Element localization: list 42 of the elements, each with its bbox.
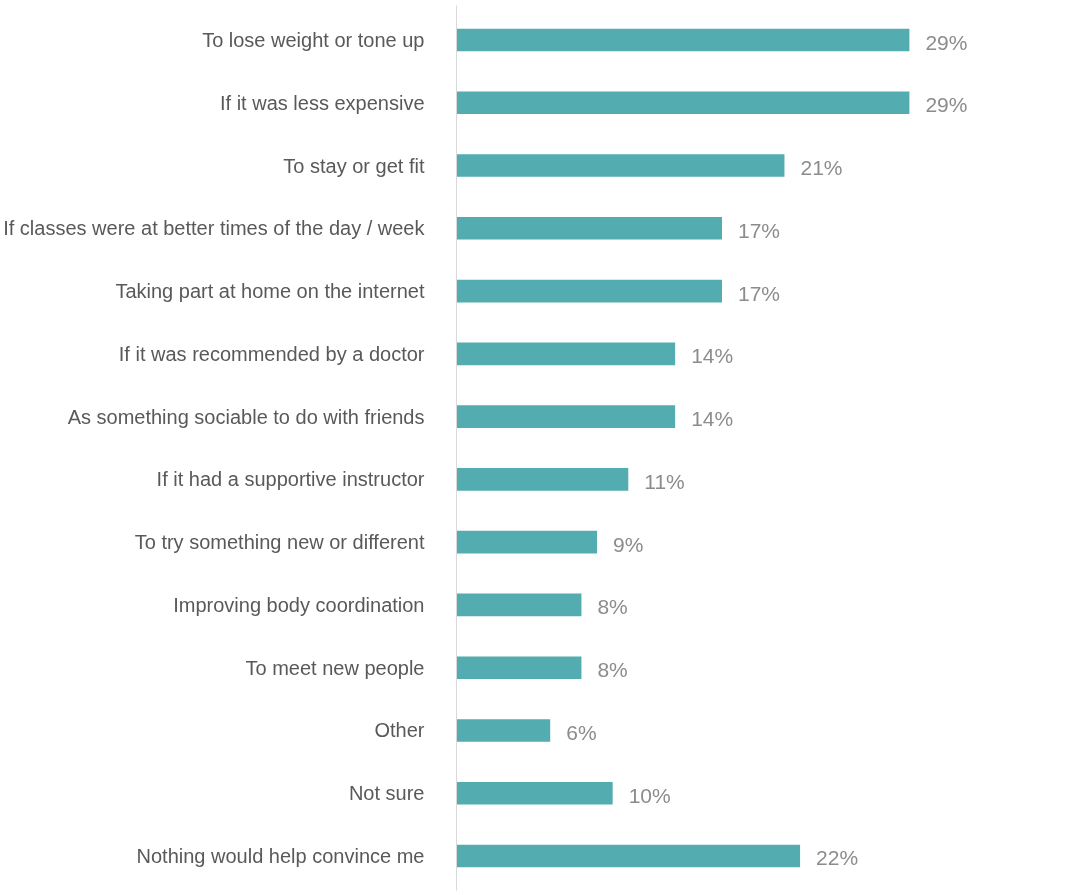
data-label: 8% <box>597 595 628 619</box>
y-tick-label: To meet new people <box>245 656 425 679</box>
data-label: 22% <box>816 846 859 870</box>
bar <box>456 279 722 303</box>
data-label: 29% <box>925 30 968 54</box>
bar <box>456 342 676 366</box>
y-tick-label: Not sure <box>348 782 425 805</box>
y-tick-label: As something sociable to do with friends <box>67 405 425 428</box>
data-label: 17% <box>737 281 781 305</box>
bar <box>456 593 582 617</box>
y-tick-label: To stay or get fit <box>283 154 425 177</box>
y-tick-label: Nothing would help convince me <box>136 844 425 867</box>
bar <box>456 217 722 240</box>
data-label: 8% <box>597 658 628 682</box>
data-label: 11% <box>644 469 685 493</box>
bar <box>456 91 910 115</box>
y-tick-label: If it was recommended by a doctor <box>118 342 425 365</box>
data-label: 21% <box>800 156 843 180</box>
bar <box>456 844 801 868</box>
bar <box>456 656 582 679</box>
y-tick-label: To try something new or different <box>134 531 425 554</box>
data-label: 9% <box>613 532 644 556</box>
bar <box>456 154 785 177</box>
bar <box>456 530 598 554</box>
bar <box>456 781 613 805</box>
y-tick-label: If it was less expensive <box>219 91 425 114</box>
y-tick-label: If it had a supportive instructor <box>156 468 425 491</box>
bar <box>456 28 910 52</box>
y-tick-label: To lose weight or tone up <box>202 29 425 52</box>
data-label: 14% <box>691 407 734 431</box>
y-tick-label: Other <box>374 719 425 742</box>
y-tick-label: If classes were at better times of the day / week <box>3 217 426 240</box>
data-label: 14% <box>691 344 734 368</box>
data-label: 6% <box>566 720 597 744</box>
bar <box>456 468 629 491</box>
data-label: 17% <box>737 218 781 242</box>
bar <box>456 405 676 428</box>
data-label: 29% <box>925 93 968 117</box>
bar <box>456 719 551 742</box>
data-label: 10% <box>628 783 671 807</box>
y-tick-label: Improving body coordination <box>173 593 425 616</box>
y-tick-label: Taking part at home on the internet <box>115 280 425 303</box>
